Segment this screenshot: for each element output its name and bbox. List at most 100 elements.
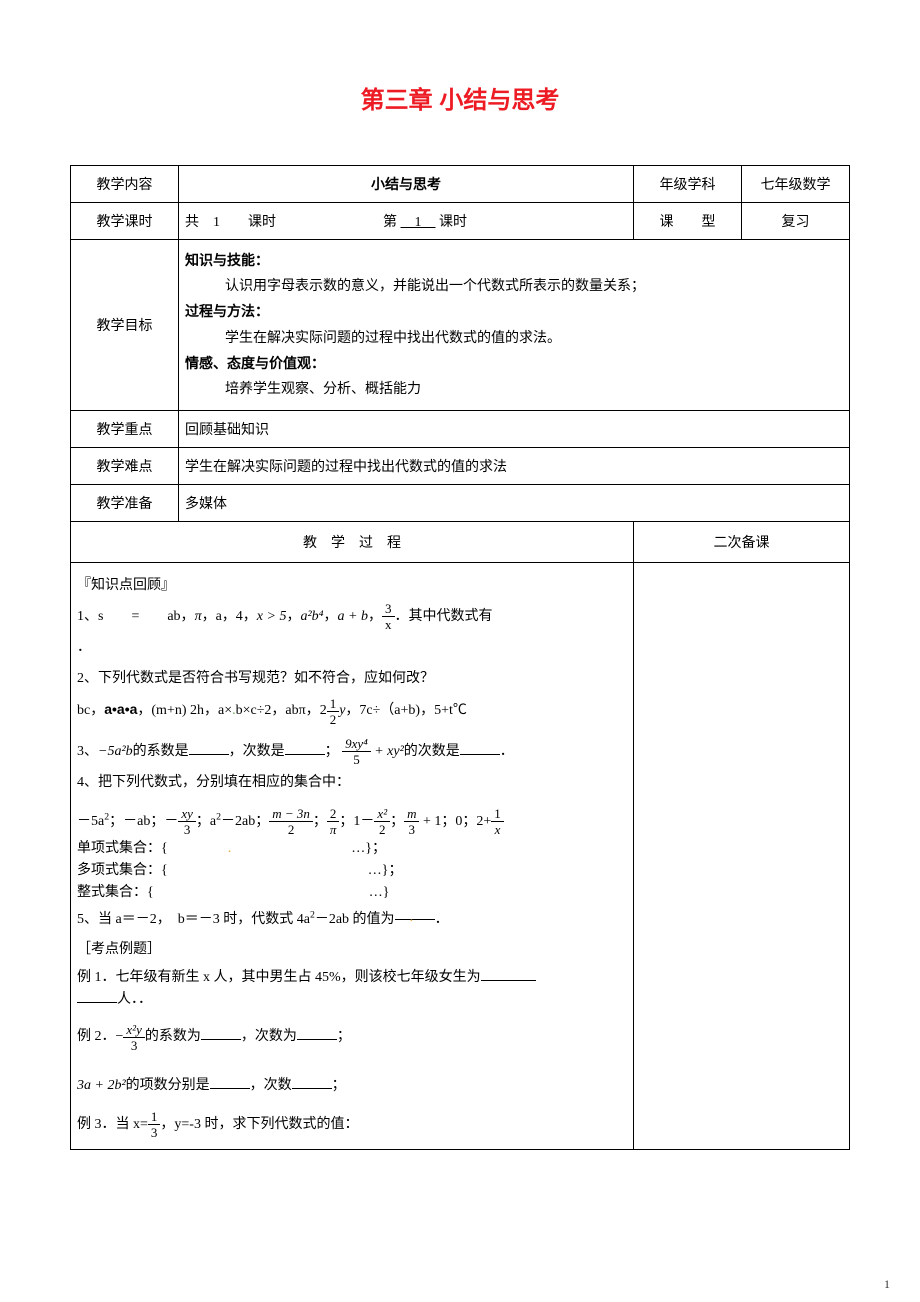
text: 认识用字母表示数的意义，并能说出一个代数式所表示的数量关系； [185,274,843,299]
text: 1、s = ab， [77,609,195,624]
cell-label: 教学重点 [71,411,179,448]
heading: 情感、态度与价值观： [185,355,325,371]
text: 2 [320,703,327,718]
text: + 1 [419,814,441,829]
blank: . [395,905,435,920]
set-line: 多项式集合：{…}； [77,860,627,882]
cell-content: 七年级数学 [742,166,850,203]
page-title: 第三章 小结与思考 [70,80,850,115]
text: －2ab； [221,814,269,829]
text: 人．． [117,992,152,1007]
example-2b: 3a + 2b²的项数分别是 ，次数 ； [77,1071,627,1102]
cell-label: 教学课时 [71,203,179,240]
cell-label: 教学目标 [71,240,179,411]
heading: 知识与技能： [185,252,269,268]
cell-content: 知识与技能： 认识用字母表示数的意义，并能说出一个代数式所表示的数量关系； 过程… [179,240,850,411]
example-3: 例 3．当 x=13，y=-3 时，求下列代数式的值： [77,1110,627,1141]
fraction: 12 [327,697,340,726]
text: ；1－ [339,814,374,829]
section-heading: ［考点例题］ [77,935,627,966]
text: 学生在解决实际问题的过程中找出代数式的值的求法。 [185,326,843,351]
text: ． [77,633,627,664]
fraction: 9xy⁴5 [342,737,371,766]
math: + xy² [371,744,404,759]
section-heading: 『知识点回顾』 [77,571,627,602]
cell-content: 共 1 课时 第 1 课时 [179,203,634,240]
blank [77,988,117,1003]
cell-label: 课 型 [634,203,742,240]
set-line: 整式集合：{…} [77,882,627,904]
text: bc， [77,703,104,718]
math: π [195,609,202,624]
text: －2ab 的值为 [315,912,395,927]
text: ，(m+n) 2h，a× [137,703,232,718]
set-line: 单项式集合：{.…}； [77,838,627,860]
text: ． [435,912,449,927]
text: ；a [196,814,216,829]
lesson-table: 教学内容 小结与思考 年级学科 七年级数学 教学课时 共 1 课时 第 1 课时… [70,165,850,1150]
fraction: x²2 [374,807,390,836]
question-1: 1、s = ab，π，a，4，x > 5，a²b⁴，a + b，3x．其中代数式… [77,602,627,633]
blank [297,1025,337,1040]
second-prep-body [634,563,850,1150]
cell-label: 教学准备 [71,485,179,522]
text: ， [368,609,382,624]
table-row: 教学课时 共 1 课时 第 1 课时 课 型 复习 [71,203,850,240]
text: 第 1 课时 [383,215,467,230]
cell-label: 教学内容 [71,166,179,203]
cell-content: 学生在解决实际问题的过程中找出代数式的值的求法 [179,448,850,485]
text: ． [500,744,514,759]
text: ； [325,744,339,759]
cell-label: 年级学科 [634,166,742,203]
fraction: m − 3n2 [269,807,313,836]
cell-content: 回顾基础知识 [179,411,850,448]
text: 的系数是 [133,744,189,759]
text: 的系数为 [145,1029,201,1044]
text: 的项数分别是 [126,1078,210,1093]
table-row: 教学内容 小结与思考 年级学科 七年级数学 [71,166,850,203]
text: ； [390,814,404,829]
blank [210,1074,250,1089]
second-prep-header: 二次备课 [634,522,850,563]
text: b×c÷2，abπ， [236,703,320,718]
page-number: 1 [884,1277,890,1292]
blank [285,740,325,755]
table-row: 教学重点 回顾基础知识 [71,411,850,448]
math: 3a + 2b² [77,1078,126,1093]
question-2: 2、下列代数式是否符合书写规范？如不符合，应如何改？ [77,664,627,695]
table-row: 教学目标 知识与技能： 认识用字母表示数的意义，并能说出一个代数式所表示的数量关… [71,240,850,411]
text: 培养学生观察、分析、概括能力 [185,377,843,402]
math: a + b [338,609,368,624]
table-row: 『知识点回顾』 1、s = ab，π，a，4，x > 5，a²b⁴，a + b，… [71,563,850,1150]
math: x > 5 [257,609,287,624]
question-3: 3、−5a²b的系数是，次数是； 9xy⁴5 + xy²的次数是． [77,737,627,768]
blank [460,740,500,755]
example-2: 例 2．−x²y3的系数为，次数为； [77,1022,627,1053]
blank [292,1074,332,1089]
question-2-line: bc，a•a•a，(m+n) 2h，a×.b×c÷2，abπ，212y，7c÷（… [77,694,627,727]
table-row: 教 学 过 程 二次备课 [71,522,850,563]
cell-content: 小结与思考 [179,166,634,203]
text: ， [286,609,300,624]
text: ，7c÷（a+b)，5+t℃ [345,703,466,718]
fraction: 2π [327,807,340,836]
text: 例 1．七年级有新生 x 人，其中男生占 45%，则该校七年级女生为 [77,970,481,985]
example-1: 例 1．七年级有新生 x 人，其中男生占 45%，则该校七年级女生为 人．． [77,966,627,1010]
text: ； [332,1078,346,1093]
text: ，次数 [250,1078,292,1093]
blank [481,966,536,981]
text: ， [324,609,338,624]
blank [201,1025,241,1040]
marker: . [228,841,232,856]
fraction: x²y3 [123,1023,144,1052]
text: 共 1 课时 [185,215,276,230]
fraction: 13 [148,1110,161,1139]
cell-label: 教学难点 [71,448,179,485]
text: 3、 [77,744,98,759]
text: ；0；2+ [441,814,491,829]
text: ，y=-3 时，求下列代数式的值： [160,1117,358,1132]
text: ；－ab；－ [109,814,178,829]
question-4-items: －5a2；－ab；－xy3；a2－2ab；m − 3n2；2π；1－x²2；m3… [77,807,627,838]
math: a²b⁴ [300,609,323,624]
table-row: 教学准备 多媒体 [71,485,850,522]
